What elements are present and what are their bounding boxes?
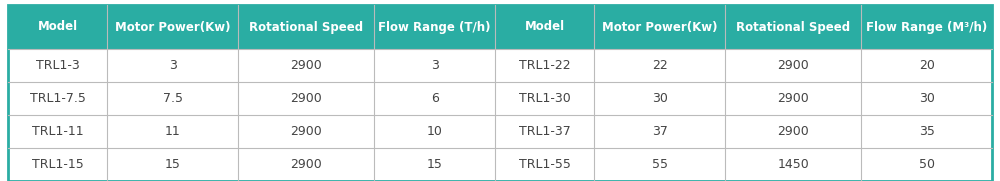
Text: TRL1-3: TRL1-3 — [36, 59, 80, 72]
Bar — [107, 148, 238, 181]
Bar — [8, 5, 107, 49]
Text: Model: Model — [524, 20, 565, 33]
Bar — [495, 148, 594, 181]
Bar — [725, 82, 861, 115]
Bar — [238, 148, 374, 181]
Bar — [594, 49, 725, 82]
Text: 3: 3 — [169, 59, 177, 72]
Text: 3: 3 — [431, 59, 439, 72]
Text: 2900: 2900 — [290, 158, 322, 171]
Text: 37: 37 — [652, 125, 668, 138]
Text: 30: 30 — [919, 92, 935, 105]
Bar — [8, 115, 107, 148]
Text: Motor Power(Kw): Motor Power(Kw) — [115, 20, 231, 33]
Text: Model: Model — [38, 20, 78, 33]
Text: Rotational Speed: Rotational Speed — [736, 20, 850, 33]
Text: 2900: 2900 — [777, 92, 809, 105]
Bar — [238, 5, 374, 49]
Bar — [725, 115, 861, 148]
Text: 30: 30 — [652, 92, 668, 105]
Text: 11: 11 — [165, 125, 181, 138]
Bar — [861, 82, 992, 115]
Text: 15: 15 — [427, 158, 443, 171]
Bar — [374, 148, 495, 181]
Text: 22: 22 — [652, 59, 668, 72]
Text: Motor Power(Kw): Motor Power(Kw) — [602, 20, 717, 33]
Bar — [725, 148, 861, 181]
Text: TRL1-7.5: TRL1-7.5 — [30, 92, 86, 105]
Text: 2900: 2900 — [290, 92, 322, 105]
Bar — [594, 5, 725, 49]
Text: 2900: 2900 — [777, 125, 809, 138]
Text: 6: 6 — [431, 92, 439, 105]
Text: TRL1-22: TRL1-22 — [519, 59, 570, 72]
Bar — [107, 82, 238, 115]
Bar — [238, 115, 374, 148]
Text: 2900: 2900 — [290, 125, 322, 138]
Text: TRL1-30: TRL1-30 — [519, 92, 570, 105]
Bar — [238, 49, 374, 82]
Bar — [495, 82, 594, 115]
Bar — [8, 49, 107, 82]
Bar — [594, 82, 725, 115]
Bar — [725, 5, 861, 49]
Text: 15: 15 — [165, 158, 181, 171]
Text: TRL1-11: TRL1-11 — [32, 125, 84, 138]
Text: 2900: 2900 — [290, 59, 322, 72]
Bar — [374, 5, 495, 49]
Bar — [861, 49, 992, 82]
Bar — [8, 148, 107, 181]
Bar — [495, 115, 594, 148]
Text: Flow Range (T/h): Flow Range (T/h) — [378, 20, 491, 33]
Text: Rotational Speed: Rotational Speed — [249, 20, 363, 33]
Text: TRL1-15: TRL1-15 — [32, 158, 84, 171]
Bar — [495, 5, 594, 49]
Bar — [374, 49, 495, 82]
Text: 2900: 2900 — [777, 59, 809, 72]
Text: 20: 20 — [919, 59, 935, 72]
Text: 35: 35 — [919, 125, 935, 138]
Bar — [594, 115, 725, 148]
Text: 10: 10 — [427, 125, 443, 138]
Bar — [861, 115, 992, 148]
Bar — [107, 115, 238, 148]
Bar — [725, 49, 861, 82]
Bar — [861, 148, 992, 181]
Bar — [238, 82, 374, 115]
Text: TRL1-55: TRL1-55 — [519, 158, 570, 171]
Bar — [861, 5, 992, 49]
Text: 7.5: 7.5 — [163, 92, 183, 105]
Bar — [374, 115, 495, 148]
Text: 50: 50 — [919, 158, 935, 171]
Bar — [107, 5, 238, 49]
Bar — [495, 49, 594, 82]
Text: 1450: 1450 — [777, 158, 809, 171]
Bar — [8, 82, 107, 115]
Text: Flow Range (M³/h): Flow Range (M³/h) — [866, 20, 987, 33]
Bar — [594, 148, 725, 181]
Text: 55: 55 — [652, 158, 668, 171]
Bar — [107, 49, 238, 82]
Bar — [374, 82, 495, 115]
Text: TRL1-37: TRL1-37 — [519, 125, 570, 138]
